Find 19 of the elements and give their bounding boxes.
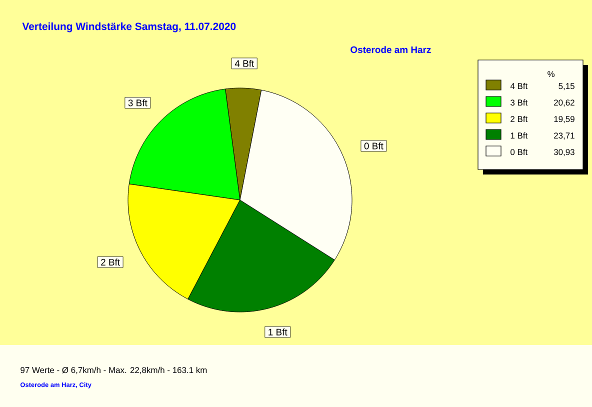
legend-label: 2 Bft: [510, 116, 528, 122]
data-label: 19,59: [554, 116, 574, 124]
legend-label: 3 Bft: [510, 99, 528, 106]
slice-label: 3 Bft: [128, 99, 148, 106]
data-label: 23,71: [554, 132, 574, 140]
text: 97 Werte - Ø 6,7km/h - Max. 22,8km/h - 163.1 km: [20, 366, 207, 374]
slice-label: 4 Bft: [234, 60, 254, 67]
legend-label: 4 Bft: [510, 82, 528, 90]
legend-label: 1 Bft: [510, 132, 528, 139]
chart-subtitle: Osterode am Harz: [350, 46, 431, 54]
legend-label: 0 Bft: [510, 148, 528, 156]
slice-label: 1 Bft: [268, 328, 288, 336]
data-label: 5,15: [558, 83, 574, 90]
data-label: 30,93: [554, 149, 574, 156]
chart-title: Verteilung Windstärke Samstag, 11.07.2020: [22, 22, 236, 32]
data-label: 20,62: [554, 100, 574, 107]
legend-title: %: [548, 71, 555, 78]
slice-label: 0 Bft: [364, 142, 384, 150]
slice-label: 2 Bft: [101, 258, 120, 266]
